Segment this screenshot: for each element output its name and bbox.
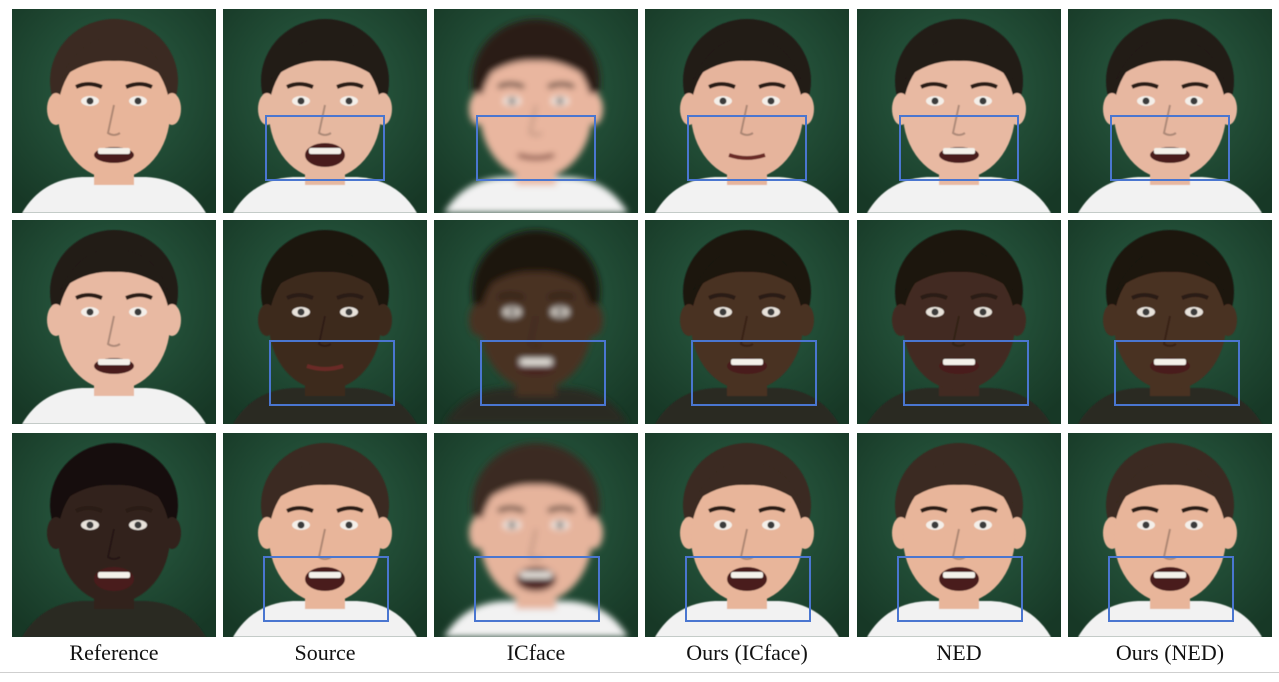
mouth-highlight-box bbox=[476, 115, 596, 181]
label-reference: Reference bbox=[69, 640, 159, 665]
mouth-highlight-box bbox=[899, 115, 1019, 181]
mouth-highlight-box bbox=[474, 556, 600, 622]
mouth-highlight-box bbox=[265, 115, 385, 181]
face-image-r1-reference bbox=[12, 9, 216, 213]
mouth-highlight-box bbox=[269, 340, 395, 406]
mouth-highlight-box bbox=[903, 340, 1029, 406]
face-image-r3-reference bbox=[12, 433, 216, 637]
label-ours-icface: Ours (ICface) bbox=[686, 640, 808, 665]
mouth-highlight-box bbox=[685, 556, 811, 622]
face-image-r3-ours-ned bbox=[1068, 433, 1272, 637]
face-image-r2-reference bbox=[12, 220, 216, 424]
mouth-highlight-box bbox=[1108, 556, 1234, 622]
face-image-r3-icface bbox=[434, 433, 638, 637]
mouth-highlight-box bbox=[1114, 340, 1240, 406]
face-image-r1-source bbox=[223, 9, 427, 213]
face-image-r1-ours-ned bbox=[1068, 9, 1272, 213]
face-image-r2-ours-ned bbox=[1068, 220, 1272, 424]
mouth-highlight-box bbox=[1110, 115, 1230, 181]
bottom-rule bbox=[0, 672, 1279, 673]
face-image-r1-ned bbox=[857, 9, 1061, 213]
label-ours-ned: Ours (NED) bbox=[1115, 640, 1225, 665]
face-image-r3-source bbox=[223, 433, 427, 637]
face-image-r2-ours-icface bbox=[645, 220, 849, 424]
face-image-r2-icface bbox=[434, 220, 638, 424]
face-image-r3-ned bbox=[857, 433, 1061, 637]
label-ned: NED bbox=[936, 640, 982, 665]
mouth-highlight-box bbox=[687, 115, 807, 181]
mouth-highlight-box bbox=[480, 340, 606, 406]
face-image-r2-ned bbox=[857, 220, 1061, 424]
mouth-highlight-box bbox=[897, 556, 1023, 622]
face-image-r2-source bbox=[223, 220, 427, 424]
face-image-r1-icface bbox=[434, 9, 638, 213]
label-source: Source bbox=[294, 640, 356, 665]
mouth-highlight-box bbox=[691, 340, 817, 406]
comparison-grid bbox=[12, 9, 1273, 637]
face-image-r3-ours-icface bbox=[645, 433, 849, 637]
face-image-r1-ours-icface bbox=[645, 9, 849, 213]
label-icface: ICface bbox=[506, 640, 566, 665]
mouth-highlight-box bbox=[263, 556, 389, 622]
